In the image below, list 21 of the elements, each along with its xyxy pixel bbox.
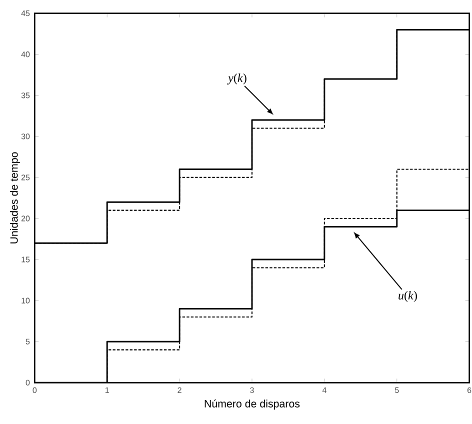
y-tick-label: 20: [21, 216, 30, 222]
x-tick-label: 0: [32, 387, 37, 394]
y-axis-title: Unidades de tempo: [10, 152, 20, 244]
y-tick-label: 40: [21, 52, 30, 58]
x-tick-label: 1: [105, 387, 109, 393]
annotation: u(k): [398, 291, 417, 302]
y-tick-label: 15: [22, 256, 30, 262]
x-tick-label: 6: [467, 387, 472, 394]
x-tick-label: 3: [250, 387, 254, 394]
annotation: y(k): [227, 74, 246, 84]
y-tick-label: 30: [21, 134, 30, 140]
x-tick-label: 4: [322, 387, 326, 393]
y-tick-label: 35: [21, 92, 30, 98]
y-tick-label: 10: [22, 298, 30, 304]
y-tick-label: 25: [21, 174, 30, 180]
x-axis-title: Número de disparos: [204, 400, 300, 410]
y-tick-label: 45: [21, 10, 30, 16]
x-tick-label: 5: [394, 387, 399, 393]
y-tick-label: 0: [26, 380, 30, 386]
x-tick-label: 2: [178, 387, 182, 393]
y-tick-label: 5: [26, 338, 30, 344]
